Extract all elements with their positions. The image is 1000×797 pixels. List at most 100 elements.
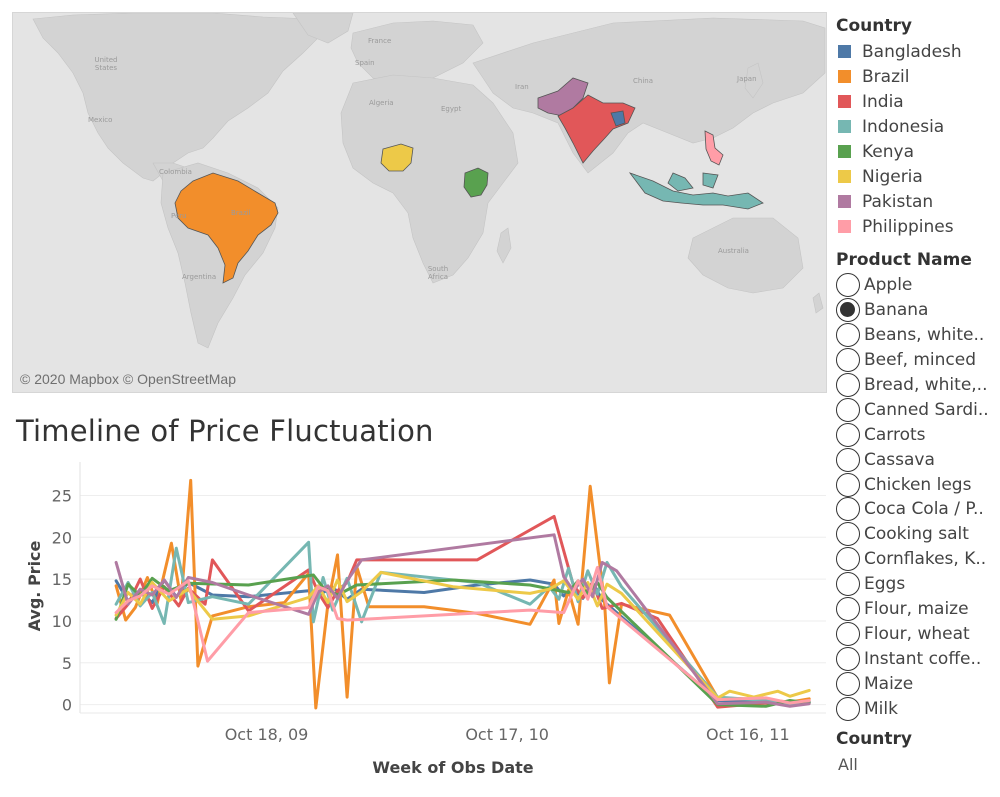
y-tick-label: 25 <box>52 486 72 505</box>
product-option[interactable]: Eggs <box>836 572 1000 597</box>
legend-item-india[interactable]: India <box>836 89 1000 114</box>
product-option[interactable]: Cooking salt <box>836 522 1000 547</box>
country-philippines[interactable] <box>704 130 724 166</box>
label-brazil: Brazil <box>231 209 251 217</box>
radio-icon[interactable] <box>836 572 860 597</box>
radio-icon[interactable] <box>836 646 860 671</box>
label-egypt: Egypt <box>441 105 462 113</box>
y-tick-label: 0 <box>62 696 72 715</box>
country-nigeria[interactable] <box>380 143 414 172</box>
product-option[interactable]: Carrots <box>836 422 1000 447</box>
radio-icon[interactable] <box>836 422 860 447</box>
product-radio-list: Apple Banana Beans, white.. Beef, minced Bre… <box>836 273 1000 721</box>
product-option-label: Milk <box>864 698 898 719</box>
label-peru: Peru <box>171 212 187 220</box>
country-bangladesh[interactable] <box>610 110 626 127</box>
product-filter: Product Name Apple Banana Beans, white.. Be… <box>836 248 1000 728</box>
legend-item-bangladesh[interactable]: Bangladesh <box>836 39 1000 64</box>
product-option[interactable]: Beans, white.. <box>836 323 1000 348</box>
y-tick-label: 15 <box>52 570 72 589</box>
radio-icon[interactable] <box>836 397 860 422</box>
product-option[interactable]: Bread, white,.. <box>836 373 1000 398</box>
product-option[interactable]: Milk <box>836 696 1000 721</box>
label-australia: Australia <box>718 247 749 255</box>
product-option[interactable]: Canned Sardi.. <box>836 397 1000 422</box>
country-filter-value[interactable]: All <box>838 755 858 774</box>
series-lines[interactable] <box>114 478 811 710</box>
legend-item-brazil[interactable]: Brazil <box>836 64 1000 89</box>
legend-swatch <box>838 145 851 158</box>
label-south-africa: South Africa <box>427 265 449 281</box>
country-indonesia[interactable] <box>628 172 764 210</box>
product-option[interactable]: Cassava <box>836 447 1000 472</box>
label-japan: Japan <box>737 75 757 83</box>
radio-icon[interactable] <box>836 348 860 373</box>
legend-item-philippines[interactable]: Philippines <box>836 214 1000 239</box>
radio-icon[interactable] <box>836 696 860 721</box>
legend-swatch <box>838 220 851 233</box>
radio-icon[interactable] <box>836 373 860 397</box>
product-option[interactable]: Maize <box>836 671 1000 696</box>
series-line-pakistan[interactable] <box>114 533 811 708</box>
product-option[interactable]: Coca Cola / P.. <box>836 497 1000 522</box>
product-option[interactable]: Banana <box>836 298 1000 323</box>
series-line-philippines[interactable] <box>114 565 811 705</box>
series-line-indonesia[interactable] <box>114 540 811 707</box>
radio-icon[interactable] <box>836 671 860 696</box>
country-map[interactable]: United States Mexico Colombia Peru Brazi… <box>12 12 827 393</box>
radio-icon[interactable] <box>836 547 860 572</box>
legend-item-indonesia[interactable]: Indonesia <box>836 114 1000 139</box>
x-tick-label: Oct 17, 10 <box>465 725 549 744</box>
radio-icon[interactable] <box>836 621 860 646</box>
y-tick-label: 10 <box>52 612 72 631</box>
product-option[interactable]: Apple <box>836 273 1000 298</box>
legend-label: Pakistan <box>862 191 934 212</box>
product-option-label: Beans, white.. <box>864 325 985 346</box>
series-line-nigeria[interactable] <box>114 570 811 700</box>
legend-label: Philippines <box>862 216 954 237</box>
radio-icon[interactable] <box>836 447 860 472</box>
product-option-label: Banana <box>864 300 929 321</box>
y-axis-label: Avg. Price <box>25 540 44 631</box>
product-option[interactable]: Cornflakes, K.. <box>836 547 1000 572</box>
legend-label: India <box>862 91 904 112</box>
product-option-label: Cassava <box>864 449 935 470</box>
product-option[interactable]: Flour, maize <box>836 597 1000 622</box>
product-option-label: Bread, white,.. <box>864 375 988 395</box>
label-united-states: United States <box>94 56 118 72</box>
product-option[interactable]: Beef, minced <box>836 348 1000 373</box>
radio-icon[interactable] <box>836 472 860 497</box>
radio-icon[interactable] <box>836 323 860 348</box>
radio-icon[interactable] <box>836 497 860 522</box>
price-timeline-chart[interactable]: 0 5 10 15 20 25 Oct 18, 09 Oct 17, 10 Oct 16, 11… <box>0 455 830 797</box>
x-axis-label: Week of Obs Date <box>372 758 533 777</box>
radio-icon[interactable] <box>836 522 860 547</box>
country-pakistan[interactable] <box>537 77 589 117</box>
land-masses <box>32 13 826 349</box>
product-option[interactable]: Instant coffe.. <box>836 646 1000 671</box>
country-kenya[interactable] <box>463 167 489 198</box>
map-attribution[interactable]: © 2020 Mapbox © OpenStreetMap <box>20 371 236 387</box>
product-option[interactable]: Flour, wheat <box>836 621 1000 646</box>
radio-icon[interactable] <box>836 273 860 298</box>
label-france: France <box>368 37 392 45</box>
sidebar: Country Bangladesh Brazil India Indonesia Ke… <box>836 14 1000 774</box>
legend-swatch <box>838 95 851 108</box>
product-option-label: Cooking salt <box>864 524 969 545</box>
product-option-label: Eggs <box>864 574 906 595</box>
product-option[interactable]: Chicken legs <box>836 472 1000 497</box>
legend-swatch <box>838 195 851 208</box>
label-mexico: Mexico <box>88 116 113 124</box>
product-option-label: Chicken legs <box>864 474 972 495</box>
legend-item-kenya[interactable]: Kenya <box>836 139 1000 164</box>
label-algeria: Algeria <box>369 99 394 107</box>
radio-selected-icon[interactable] <box>836 298 860 323</box>
y-tick-label: 5 <box>62 654 72 673</box>
radio-icon[interactable] <box>836 597 860 622</box>
legend-item-pakistan[interactable]: Pakistan <box>836 189 1000 214</box>
product-option-label: Carrots <box>864 424 926 445</box>
legend-swatch <box>838 45 851 58</box>
country-brazil[interactable] <box>174 172 279 284</box>
label-china: China <box>633 77 653 85</box>
legend-item-nigeria[interactable]: Nigeria <box>836 164 1000 189</box>
